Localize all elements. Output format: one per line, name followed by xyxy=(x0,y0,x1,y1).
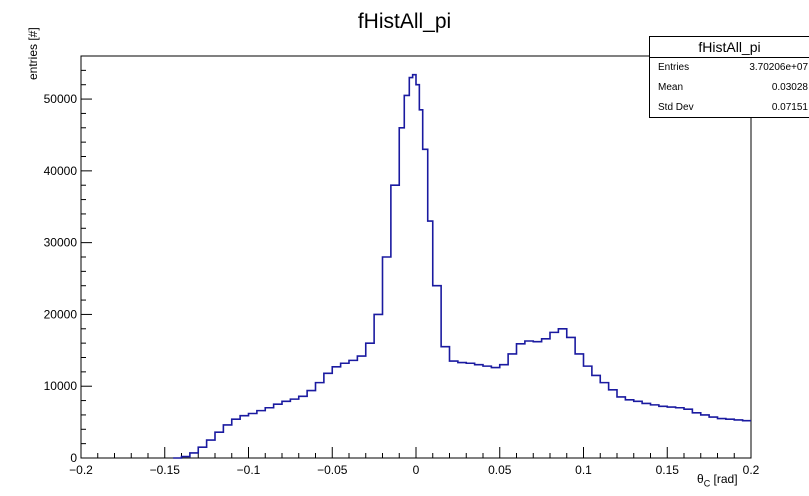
y-tick-label: 40000 xyxy=(44,164,78,178)
stats-title: fHistAll_pi xyxy=(650,37,809,58)
x-axis-label-symbol: θ xyxy=(697,472,704,486)
y-tick-label: 0 xyxy=(70,451,77,465)
histogram-line xyxy=(173,73,751,459)
y-tick-label: 30000 xyxy=(44,236,78,250)
x-tick-label: 0.15 xyxy=(656,463,680,477)
x-tick-label: 0.2 xyxy=(743,463,760,477)
x-tick-label: −0.15 xyxy=(150,463,181,477)
stats-row-mean: Mean 0.03028 xyxy=(650,78,809,98)
x-axis-label-subscript: C xyxy=(703,478,711,489)
y-axis-label: entries [#] xyxy=(26,27,40,80)
chart-title: fHistAll_pi xyxy=(357,10,452,33)
stats-value: 0.07151 xyxy=(771,102,808,113)
stats-row-entries: Entries 3.70206e+07 xyxy=(650,58,809,78)
stats-box: fHistAll_pi Entries 3.70206e+07 Mean 0.0… xyxy=(649,36,809,118)
x-tick-label: −0.1 xyxy=(237,463,261,477)
x-tick-label: 0.05 xyxy=(488,463,512,477)
y-tick-label: 10000 xyxy=(44,379,78,393)
y-tick-label: 50000 xyxy=(44,92,78,106)
x-tick-label: −0.05 xyxy=(317,463,348,477)
series-group xyxy=(173,73,751,459)
stats-key: Std Dev xyxy=(658,102,694,113)
stats-value: 3.70206e+07 xyxy=(749,62,808,73)
axes: −0.2 −0.15 −0.1 −0.05 0 0.05 0.1 0.15 0.2 0 10000 2… xyxy=(44,55,760,477)
x-tick-label: 0.1 xyxy=(575,463,592,477)
x-axis-label: θC [rad] xyxy=(697,472,738,488)
stats-key: Entries xyxy=(658,62,690,73)
x-axis-label-unit: [rad] xyxy=(713,472,738,486)
x-tick-label: 0 xyxy=(413,463,420,477)
x-tick-label: −0.2 xyxy=(69,463,93,477)
y-tick-label: 20000 xyxy=(44,307,78,321)
stats-key: Mean xyxy=(658,82,684,93)
stats-row-std-dev: Std Dev 0.07151 xyxy=(650,98,809,118)
stats-value: 0.03028 xyxy=(771,82,808,93)
